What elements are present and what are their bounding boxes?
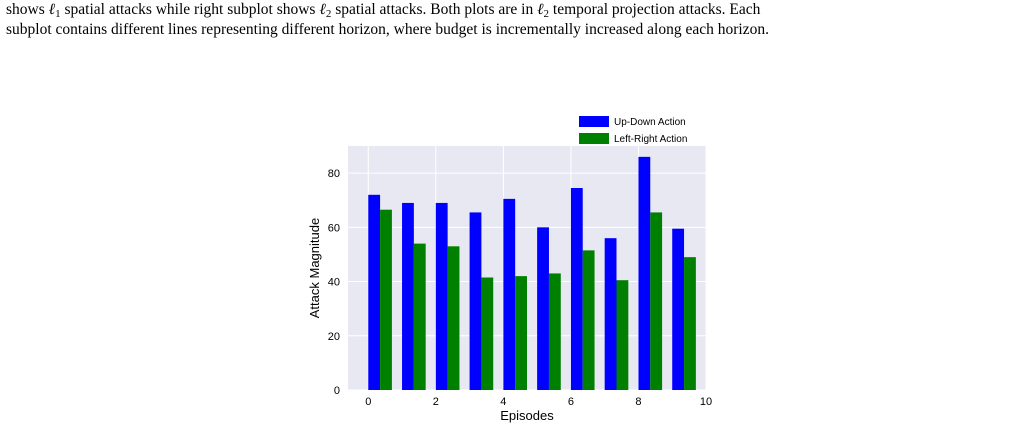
figure-caption: shows ℓ1 spatial attacks while right sub… — [6, 0, 1016, 40]
bars — [368, 156, 696, 390]
bar-up-down-0 — [368, 194, 381, 390]
y-tick-label: 80 — [328, 168, 340, 180]
bar-up-down-5 — [537, 227, 549, 390]
legend: Up-Down Action Left-Right Action — [579, 116, 687, 145]
x-tick-label: 6 — [568, 396, 574, 408]
bar-left-right-1 — [413, 243, 426, 390]
y-tick-label: 40 — [328, 277, 340, 289]
legend-swatch — [579, 116, 609, 127]
bar-up-down-9 — [672, 228, 685, 390]
x-tick-label: 0 — [365, 396, 371, 408]
y-tick-label: 20 — [328, 331, 340, 343]
legend-label: Up-Down Action — [614, 117, 686, 128]
bar-up-down-7 — [604, 238, 617, 390]
bar-left-right-5 — [548, 273, 561, 390]
y-tick-label: 60 — [328, 222, 340, 234]
bar-left-right-4 — [515, 276, 527, 390]
x-tick-label: 8 — [635, 396, 641, 408]
bar-up-down-2 — [435, 202, 448, 390]
tick-labels: 0 2 4 6 8 10 0 20 40 60 80 — [328, 168, 712, 408]
bar-left-right-6 — [582, 250, 595, 390]
legend-swatch — [579, 133, 609, 144]
bar-left-right-3 — [481, 277, 494, 390]
x-axis-label: Episodes — [500, 408, 554, 423]
caption-line-2: subplot contains different lines represe… — [6, 21, 769, 38]
bar-up-down-4 — [503, 198, 516, 390]
bar-up-down-1 — [402, 202, 414, 390]
y-axis-label: Attack Magnitude — [307, 218, 322, 318]
bar-left-right-0 — [380, 209, 392, 390]
bar-left-right-9 — [684, 257, 696, 390]
x-tick-label: 4 — [500, 396, 506, 408]
y-tick-label: 0 — [334, 385, 340, 397]
x-tick-label: 2 — [433, 396, 439, 408]
bar-left-right-8 — [650, 212, 663, 390]
bar-up-down-3 — [469, 212, 482, 390]
legend-label: Left-Right Action — [614, 134, 687, 145]
caption-line-1: shows ℓ1 spatial attacks while right sub… — [6, 1, 761, 20]
bar-up-down-6 — [570, 188, 583, 390]
x-tick-label: 10 — [700, 396, 712, 408]
bar-left-right-7 — [616, 280, 629, 390]
bar-left-right-2 — [447, 246, 460, 390]
bar-up-down-8 — [638, 156, 651, 390]
